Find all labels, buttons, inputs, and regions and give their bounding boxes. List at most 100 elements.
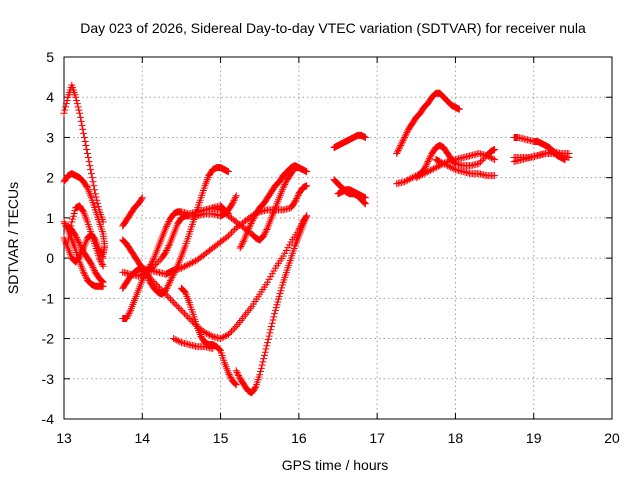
x-tick-label: 15	[213, 430, 229, 446]
data-point	[76, 109, 84, 117]
data-point	[361, 200, 369, 208]
data-point	[184, 261, 192, 269]
data-point	[399, 137, 407, 145]
data-point	[303, 168, 311, 176]
data-point	[171, 335, 179, 343]
data-point	[180, 287, 188, 295]
data-point	[267, 326, 275, 334]
data-point	[422, 162, 430, 170]
data-point	[173, 264, 181, 272]
data-point	[170, 335, 178, 343]
data-point	[246, 223, 254, 231]
data-point	[98, 277, 106, 285]
data-point	[267, 322, 275, 330]
data-point	[176, 338, 184, 346]
data-point	[428, 166, 436, 174]
data-point	[60, 109, 68, 117]
data-point	[415, 172, 423, 180]
data-points	[60, 81, 573, 397]
data-point	[166, 295, 174, 303]
data-point	[164, 219, 172, 227]
data-point	[393, 148, 401, 156]
data-point	[216, 346, 224, 354]
data-point	[75, 106, 83, 114]
data-point	[303, 212, 311, 220]
x-tick-label: 14	[134, 430, 150, 446]
data-point	[62, 103, 70, 111]
data-point	[62, 100, 70, 108]
chart-title: Day 023 of 2026, Sidereal Day-to-day VTE…	[80, 20, 586, 36]
data-point	[361, 194, 369, 202]
series-s17	[236, 162, 303, 252]
y-axis-label: SDTVAR / TECUs	[5, 182, 21, 294]
data-point	[73, 96, 81, 104]
data-point	[448, 164, 456, 172]
data-point	[431, 164, 439, 172]
data-point	[91, 235, 99, 243]
data-point	[486, 153, 494, 161]
data-point	[98, 251, 106, 259]
data-point	[397, 141, 405, 149]
data-point	[138, 276, 146, 284]
x-tick-label: 13	[56, 430, 72, 446]
data-point	[202, 329, 210, 337]
data-point	[256, 371, 264, 379]
data-point	[77, 117, 85, 125]
data-point	[227, 374, 235, 382]
data-point	[263, 226, 271, 234]
data-point	[398, 138, 406, 146]
data-point	[282, 179, 290, 187]
x-tick-label: 18	[448, 430, 464, 446]
data-point	[179, 308, 187, 316]
data-point	[163, 221, 171, 229]
data-point	[244, 226, 252, 234]
data-point	[84, 154, 92, 162]
data-point	[138, 195, 146, 203]
data-point	[263, 342, 271, 350]
data-point	[412, 174, 420, 182]
y-tick-label: 0	[46, 250, 54, 266]
data-point	[152, 261, 160, 269]
data-point	[148, 257, 156, 265]
data-point	[228, 229, 236, 237]
data-point	[187, 259, 195, 267]
y-tick-label: -1	[42, 290, 55, 306]
data-point	[76, 252, 84, 260]
data-point	[422, 169, 430, 177]
data-point	[94, 199, 102, 207]
data-point	[489, 155, 497, 163]
data-point	[264, 335, 272, 343]
data-point	[268, 319, 276, 327]
data-point	[266, 329, 274, 337]
data-point	[73, 100, 81, 108]
data-point	[190, 258, 198, 266]
data-point	[157, 285, 165, 293]
data-point	[279, 184, 287, 192]
data-point	[94, 203, 102, 211]
data-point	[168, 273, 176, 281]
data-point	[88, 174, 96, 182]
data-point	[82, 273, 90, 281]
data-point	[81, 271, 89, 279]
data-point	[126, 308, 134, 316]
data-point	[487, 154, 495, 162]
series-s24	[432, 156, 499, 180]
data-point	[442, 161, 450, 169]
data-point	[258, 361, 266, 369]
data-point	[231, 195, 239, 203]
data-point	[206, 331, 214, 339]
data-point	[271, 310, 279, 318]
data-point	[405, 175, 413, 183]
data-point	[87, 170, 95, 178]
data-point	[291, 198, 299, 206]
data-point	[231, 324, 239, 332]
data-point	[96, 248, 104, 256]
data-point	[226, 230, 234, 238]
data-point	[165, 294, 173, 302]
data-point	[176, 305, 184, 313]
data-point	[226, 372, 234, 380]
data-point	[397, 140, 405, 148]
data-point	[85, 158, 93, 166]
data-point	[173, 336, 181, 344]
